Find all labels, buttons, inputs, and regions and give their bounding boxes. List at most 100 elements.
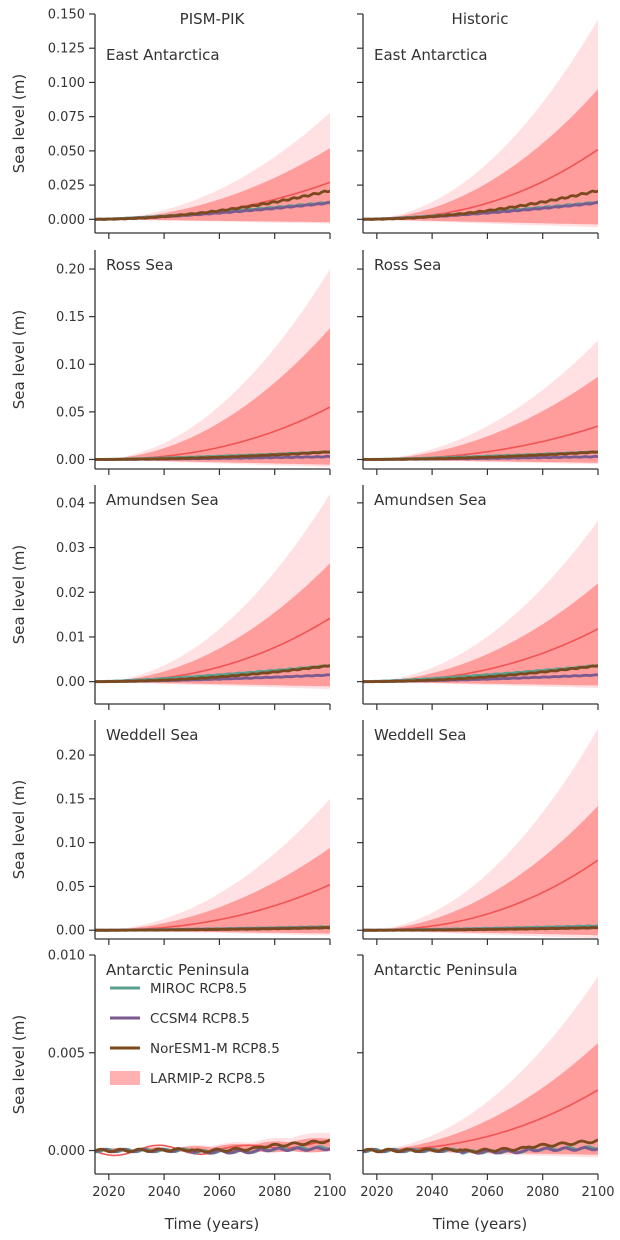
y-tick-label: 0.10 xyxy=(56,358,85,373)
noresm-series-line xyxy=(95,450,330,461)
larmip-inner-band xyxy=(363,583,598,686)
panel-title: East Antarctica xyxy=(106,46,220,64)
y-axis-label: Sea level (m) xyxy=(10,545,28,644)
y-tick-label: 0.20 xyxy=(56,749,85,764)
y-tick-label: 0.05 xyxy=(56,405,85,420)
y-tick-label: 0.20 xyxy=(56,263,85,278)
column-title-historic: Historic xyxy=(452,10,509,28)
panel-ross-sea-historic: Ross Sea xyxy=(357,250,599,475)
x-tick-label: 2080 xyxy=(526,1185,559,1200)
y-tick-label: 0.03 xyxy=(56,541,85,556)
panel-title: Weddell Sea xyxy=(374,726,467,744)
y-tick-label: 0.025 xyxy=(48,179,85,194)
panel-amundsen-sea-pism-pik: 0.00 0.01 0.02 0.03 0.04 Amundsen Sea Sea leve… xyxy=(10,485,331,710)
noresm-series-line xyxy=(95,926,330,932)
panel-title: Amundsen Sea xyxy=(106,491,219,509)
x-tick-label: 2020 xyxy=(92,1185,125,1200)
larmip-inner-band xyxy=(95,563,330,687)
plot-area xyxy=(363,976,598,1158)
y-tick-label: 0.00 xyxy=(56,675,85,690)
x-tick-label: 2040 xyxy=(416,1185,449,1200)
panel-title: Ross Sea xyxy=(374,256,441,274)
x-tick-label: 2040 xyxy=(148,1185,181,1200)
y-tick-label: 0.05 xyxy=(56,880,85,895)
x-tick-label: 2020 xyxy=(360,1185,393,1200)
panel-title: East Antarctica xyxy=(374,46,488,64)
plot-area xyxy=(95,798,330,936)
noresm-series-line xyxy=(95,664,330,684)
panel-weddell-sea-pism-pik: 0.00 0.05 0.10 0.15 0.20 Weddell Sea Sea level… xyxy=(10,720,331,945)
larmip-inner-band xyxy=(363,1043,598,1155)
y-tick-label: 0.075 xyxy=(48,110,85,125)
plot-area xyxy=(95,493,330,690)
legend-swatch-larmip xyxy=(110,1071,140,1085)
y-tick-label: 0.150 xyxy=(48,8,85,23)
plot-area xyxy=(363,520,598,689)
panel-amundsen-sea-historic: Amundsen Sea xyxy=(357,485,599,710)
panel-title: Amundsen Sea xyxy=(374,491,487,509)
y-tick-label: 0.005 xyxy=(48,1046,85,1061)
y-tick-label: 0.02 xyxy=(56,586,85,601)
legend: MIROC RCP8.5 CCSM4 RCP8.5 NorESM1-M RCP8… xyxy=(110,981,280,1087)
plot-area xyxy=(363,340,598,465)
plot-area xyxy=(95,269,330,468)
noresm-series-line xyxy=(363,450,598,461)
x-tick-label: 2080 xyxy=(258,1185,291,1200)
noresm-series-line xyxy=(363,189,598,221)
plot-area xyxy=(95,1132,330,1157)
y-tick-label: 0.000 xyxy=(48,1144,85,1159)
legend-label-miroc: MIROC RCP8.5 xyxy=(150,981,247,997)
plot-area xyxy=(95,112,330,224)
plot-area xyxy=(363,728,598,939)
y-axis-label: Sea level (m) xyxy=(10,1015,28,1114)
y-tick-label: 0.10 xyxy=(56,836,85,851)
column-title-pism-pik: PISM-PIK xyxy=(180,10,246,28)
noresm-series-line xyxy=(95,1138,330,1154)
panel-title: Antarctic Peninsula xyxy=(106,961,250,979)
noresm-series-line xyxy=(363,1138,598,1154)
larmip-inner-band xyxy=(363,805,598,936)
y-tick-label: 0.125 xyxy=(48,42,85,57)
panel-weddell-sea-historic: Weddell Sea xyxy=(357,720,599,945)
x-tick-label: 2100 xyxy=(581,1185,614,1200)
noresm-series-line xyxy=(95,189,330,221)
y-tick-label: 0.010 xyxy=(48,949,85,964)
panel-title: Ross Sea xyxy=(106,256,173,274)
y-axis-label: Sea level (m) xyxy=(10,74,28,173)
larmip-inner-band xyxy=(95,847,330,934)
y-tick-label: 0.15 xyxy=(56,792,85,807)
panel-east-antarctica-pism-pik: 0.000 0.025 0.050 0.075 0.100 0.125 0.150 East … xyxy=(10,8,331,239)
larmip-inner-band xyxy=(363,89,598,225)
x-tick-label: 2100 xyxy=(313,1185,346,1200)
panel-east-antarctica-historic: East Antarctica xyxy=(357,13,599,239)
larmip-inner-band xyxy=(95,328,330,465)
y-tick-label: 0.000 xyxy=(48,213,85,228)
panel-title: Weddell Sea xyxy=(106,726,199,744)
x-tick-label: 2060 xyxy=(203,1185,236,1200)
y-tick-label: 0.00 xyxy=(56,924,85,939)
panel-antarctic-peninsula-pism-pik: 0.000 0.005 0.010 2020 2040 2060 2080 2100 Antar… xyxy=(10,949,347,1201)
legend-label-ccsm4: CCSM4 RCP8.5 xyxy=(150,1011,250,1027)
legend-label-larmip: LARMIP-2 RCP8.5 xyxy=(150,1071,265,1087)
plot-area xyxy=(363,19,598,228)
y-tick-label: 0.100 xyxy=(48,76,85,91)
panel-antarctic-peninsula-historic: 2020 2040 2060 2080 2100 Antarctic Peninsula xyxy=(357,954,615,1200)
y-tick-label: 0.04 xyxy=(56,496,85,511)
y-tick-label: 0.15 xyxy=(56,310,85,325)
x-axis-label-right: Time (years) xyxy=(432,1215,527,1233)
y-tick-label: 0.01 xyxy=(56,630,85,645)
panels: 0.000 0.025 0.050 0.075 0.100 0.125 0.150 East … xyxy=(10,8,615,1201)
legend-label-noresm: NorESM1-M RCP8.5 xyxy=(150,1041,280,1057)
y-tick-label: 0.050 xyxy=(48,144,85,159)
y-tick-label: 0.00 xyxy=(56,453,85,468)
y-axis-label: Sea level (m) xyxy=(10,310,28,409)
larmip-inner-band xyxy=(363,376,598,463)
noresm-series-line xyxy=(363,926,598,932)
y-axis-label: Sea level (m) xyxy=(10,780,28,879)
panel-ross-sea-pism-pik: 0.00 0.05 0.10 0.15 0.20 Ross Sea Sea level (m… xyxy=(10,250,331,475)
noresm-series-line xyxy=(363,664,598,684)
x-axis-label-left: Time (years) xyxy=(164,1215,259,1233)
x-tick-label: 2060 xyxy=(471,1185,504,1200)
panel-title: Antarctic Peninsula xyxy=(374,961,518,979)
